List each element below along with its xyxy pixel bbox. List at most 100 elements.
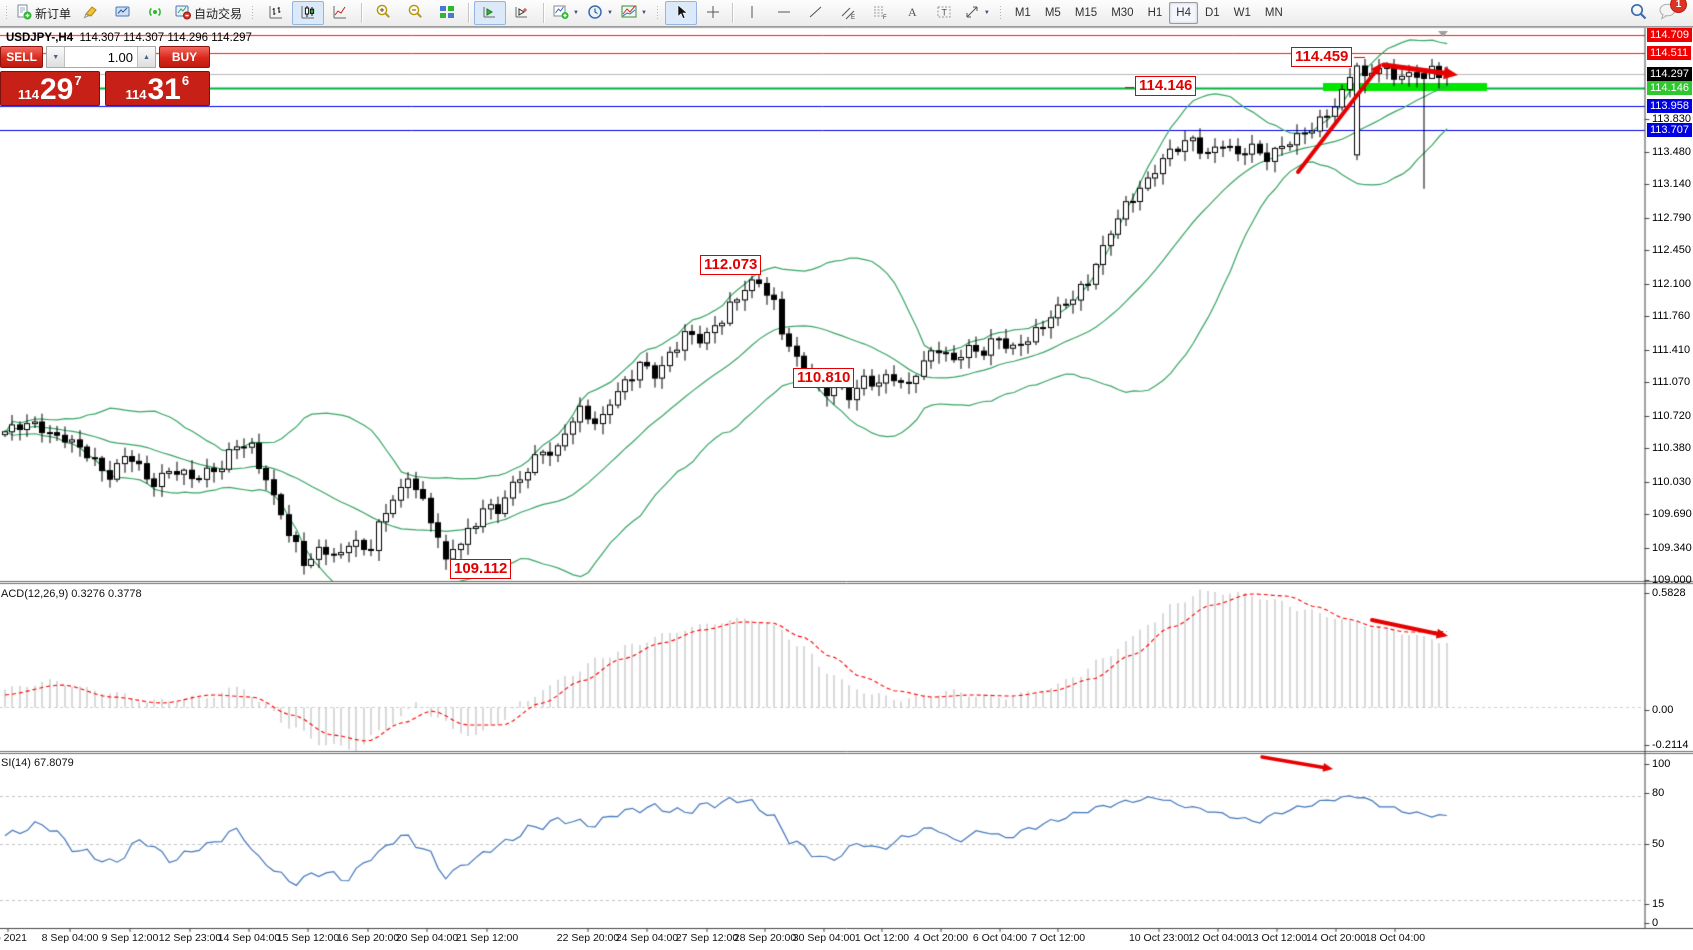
date-label[interactable]: 28 Sep 20:00	[733, 932, 797, 944]
notifications-button[interactable]: 1	[1658, 0, 1687, 24]
price-badge-114.146: 114.146	[1647, 81, 1692, 95]
annotation-114.459[interactable]: 114.459	[1291, 47, 1353, 67]
date-label[interactable]: 16 Sep 20:00	[336, 932, 400, 944]
template-button[interactable]: ▼	[617, 1, 651, 25]
shapes-tool-button[interactable]: ▼	[960, 1, 994, 25]
sell-price-box[interactable]: 114 29 7	[0, 71, 100, 106]
timeframe-W1[interactable]: W1	[1233, 7, 1251, 19]
shapes-icon	[964, 4, 980, 23]
period-button[interactable]: ▼	[583, 1, 617, 25]
price-tick-113.83: 113.830	[1652, 113, 1691, 125]
text-label-tool-button[interactable]: T	[928, 1, 960, 25]
cursor-icon	[673, 3, 689, 23]
date-label[interactable]: ep 2021	[0, 932, 27, 944]
date-label[interactable]: 10 Oct 23:00	[1128, 932, 1190, 944]
timeframe-M30[interactable]: M30	[1111, 7, 1134, 19]
date-label[interactable]: 9 Sep 12:00	[101, 932, 159, 944]
date-label[interactable]: 15 Sep 12:00	[276, 932, 340, 944]
date-label[interactable]: 1 Oct 12:00	[854, 932, 910, 944]
annotation-110.810[interactable]: 110.810	[793, 368, 855, 388]
add-indicator-button[interactable]: ▼	[549, 1, 583, 25]
tile-windows-icon	[439, 4, 455, 23]
chevron-down-icon: ▼	[606, 10, 613, 16]
date-label[interactable]: 7 Oct 12:00	[1030, 932, 1086, 944]
buy-button[interactable]: BUY	[159, 46, 211, 68]
volume-increase-button[interactable]: ▲	[137, 47, 155, 67]
cursor-tool-button[interactable]	[664, 1, 697, 25]
volume-decrease-button[interactable]: ▼	[47, 47, 66, 67]
date-label[interactable]: 8 Sep 04:00	[41, 932, 99, 944]
date-label[interactable]: 6 Oct 04:00	[972, 932, 1028, 944]
date-label[interactable]: 24 Sep 04:00	[615, 932, 679, 944]
equidistant-channel-icon: E	[840, 4, 856, 23]
trendline-tool-button[interactable]	[800, 1, 832, 25]
date-label[interactable]: 18 Oct 04:00	[1364, 932, 1426, 944]
tile-windows-button[interactable]	[431, 1, 463, 25]
signal-button[interactable]	[139, 1, 171, 25]
toolbar-grip[interactable]	[998, 5, 1003, 21]
svg-text:E: E	[851, 15, 855, 20]
timeframe-D1[interactable]: D1	[1204, 7, 1220, 19]
toolbar-grip[interactable]	[655, 5, 660, 21]
toolbar-grip[interactable]	[5, 5, 9, 21]
timeframe-group: M1 M5 M15 M30 H1 H4 D1 W1 MN	[1006, 0, 1292, 26]
zoom-in-button[interactable]	[367, 1, 399, 25]
date-label[interactable]: 14 Oct 20:00	[1305, 932, 1367, 944]
text-label-icon: T	[936, 4, 952, 23]
macd-tick-0.5828: 0.5828	[1652, 587, 1686, 599]
horizontal-line-tool-button[interactable]	[768, 1, 800, 25]
autotrade-button[interactable]: 自动交易	[171, 1, 246, 25]
annotation-114.146[interactable]: 114.146	[1135, 76, 1197, 96]
data-window-button[interactable]	[474, 1, 507, 25]
date-label[interactable]: 12 Oct 04:00	[1187, 932, 1249, 944]
date-label[interactable]: 20 Sep 04:00	[395, 932, 459, 944]
price-badge-114.709: 114.709	[1647, 28, 1692, 42]
fibonacci-tool-button[interactable]: F	[864, 1, 896, 25]
bar-chart-button[interactable]	[260, 1, 292, 25]
main-toolbar: 新订单 自动交易	[0, 0, 1693, 27]
timeframe-M15[interactable]: M15	[1074, 7, 1098, 19]
svg-text:A: A	[908, 5, 917, 19]
price-tick-113.14: 113.140	[1652, 178, 1691, 190]
annotation-109.112[interactable]: 109.112	[450, 559, 512, 579]
profile-button[interactable]	[107, 1, 139, 25]
new-order-button[interactable]: 新订单	[12, 1, 75, 25]
chevron-down-icon: ▼	[983, 10, 990, 16]
zoom-out-button[interactable]	[399, 1, 431, 25]
candlestick-chart-button[interactable]	[292, 1, 325, 25]
timeframe-H1[interactable]: H1	[1147, 7, 1163, 19]
date-label[interactable]: 14 Sep 04:00	[217, 932, 281, 944]
date-label[interactable]: 21 Sep 12:00	[455, 932, 519, 944]
volume-input[interactable]	[65, 47, 137, 67]
toolbar-grip[interactable]	[251, 5, 256, 21]
date-label[interactable]: 22 Sep 20:00	[556, 932, 620, 944]
timeframe-M5[interactable]: M5	[1044, 7, 1061, 19]
date-label[interactable]: 13 Oct 12:00	[1246, 932, 1308, 944]
search-icon[interactable]	[1629, 2, 1648, 24]
buy-price-prefix: 114	[125, 87, 147, 102]
highlight-button[interactable]	[75, 1, 107, 25]
date-label[interactable]: 12 Sep 23:00	[158, 932, 222, 944]
annotation-112.073[interactable]: 112.073	[700, 255, 762, 275]
candlestick-chart-icon	[300, 4, 316, 23]
date-label[interactable]: 27 Sep 12:00	[675, 932, 739, 944]
date-label[interactable]: 30 Sep 04:00	[792, 932, 856, 944]
crosshair-tool-button[interactable]	[697, 1, 729, 25]
bar-chart-icon	[268, 4, 284, 23]
buy-price-box[interactable]: 114 31 6	[104, 71, 210, 106]
line-chart-button[interactable]	[324, 1, 356, 25]
price-tick-111.41: 111.410	[1652, 344, 1691, 356]
sell-button[interactable]: SELL	[0, 46, 44, 68]
price-badge-114.297: 114.297	[1647, 67, 1692, 81]
timeframe-M1[interactable]: M1	[1014, 7, 1031, 19]
channel-tool-button[interactable]: E	[832, 1, 864, 25]
vertical-line-tool-button[interactable]	[736, 1, 768, 25]
timeframe-MN[interactable]: MN	[1264, 7, 1283, 19]
strategy-tester-button[interactable]	[506, 1, 538, 25]
timeframe-H4[interactable]: H4	[1169, 2, 1198, 24]
sell-price-big: 29	[39, 73, 74, 106]
text-tool-button[interactable]: A	[896, 1, 928, 25]
rsi-tick-80: 80	[1652, 787, 1665, 799]
date-label[interactable]: 4 Oct 20:00	[913, 932, 969, 944]
